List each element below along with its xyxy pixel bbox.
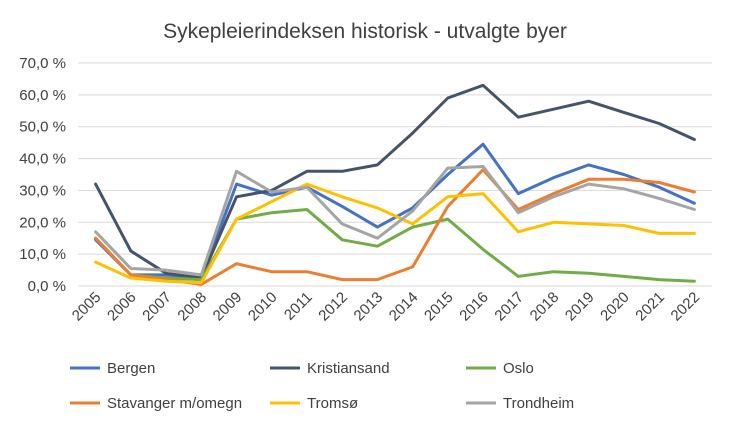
- series-lines: [94, 83, 696, 286]
- legend: Bergen Kristiansand Oslo Stavanger m/omegn T…: [70, 360, 574, 412]
- series-line-2: [94, 83, 696, 280]
- series-line-3: [94, 208, 696, 283]
- y-tick-label: 0,0 %: [28, 278, 66, 295]
- series-line-5: [94, 182, 696, 285]
- legend-label: Bergen: [107, 360, 155, 377]
- legend-label: Oslo: [503, 360, 534, 377]
- y-tick-label: 20,0 %: [19, 214, 66, 231]
- y-tick-label: 30,0 %: [19, 182, 66, 199]
- gridlines: [78, 62, 712, 287]
- y-tick-label: 10,0 %: [19, 246, 66, 263]
- legend-label: Kristiansand: [307, 360, 390, 377]
- series-line-6: [94, 165, 696, 277]
- y-tick-label: 40,0 %: [19, 151, 66, 168]
- y-axis-ticks: 0,0 % 10,0 % 20,0 % 30,0 % 40,0 % 50,0 % 60,0 …: [19, 55, 66, 295]
- legend-label: Stavanger m/omegn: [107, 395, 242, 412]
- y-tick-label: 70,0 %: [19, 55, 66, 72]
- y-tick-label: 50,0 %: [19, 119, 66, 136]
- chart-title: Sykepleierindeksen historisk - utvalgte …: [163, 20, 567, 43]
- y-tick-label: 60,0 %: [19, 87, 66, 104]
- legend-label: Trondheim: [503, 395, 574, 412]
- legend-label: Tromsø: [307, 395, 358, 412]
